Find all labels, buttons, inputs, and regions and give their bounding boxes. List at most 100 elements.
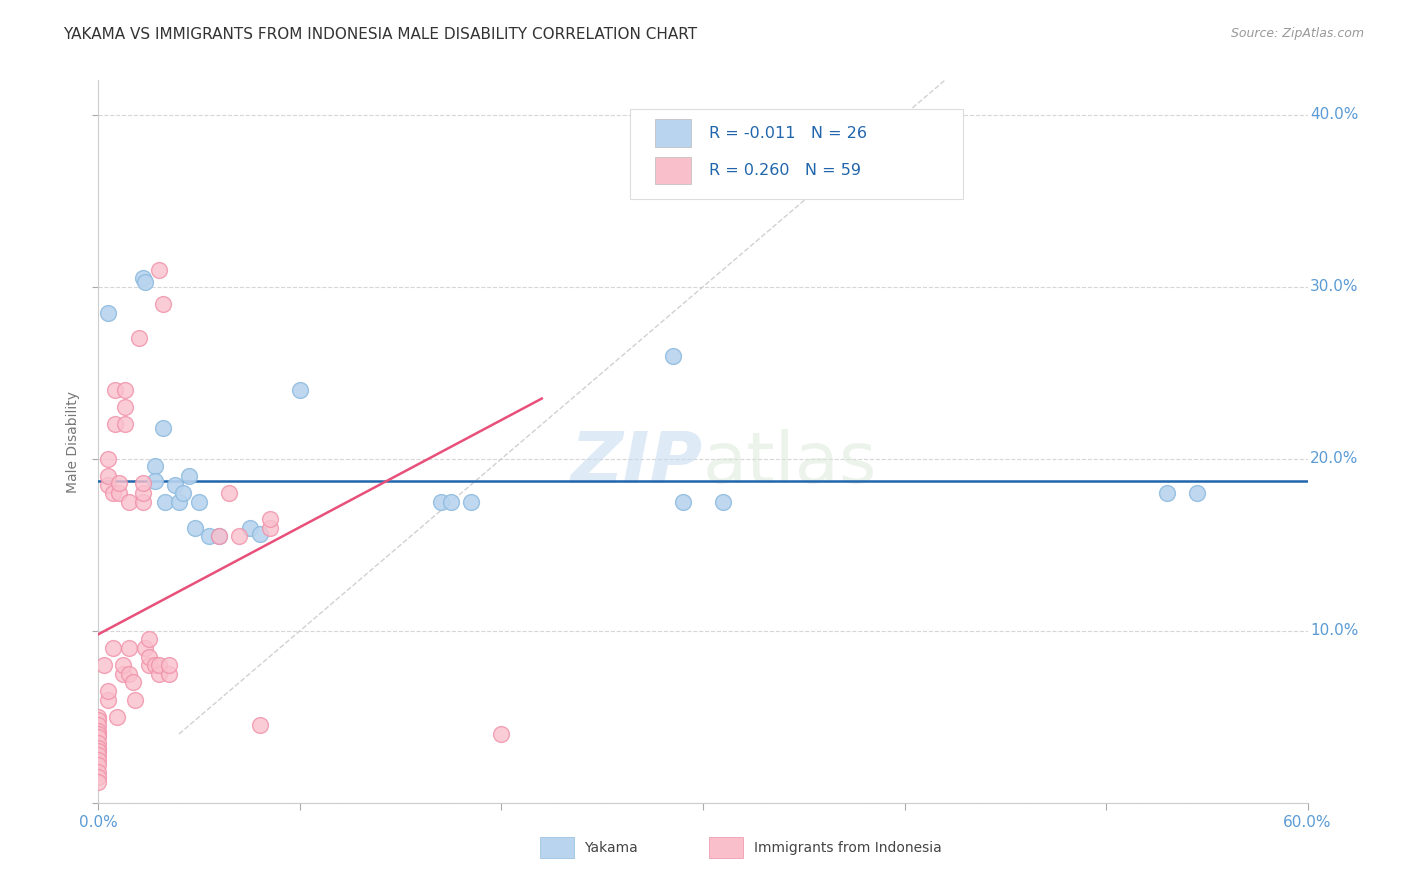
Text: 10.0%: 10.0% bbox=[1310, 624, 1358, 639]
Point bbox=[87, 718, 110, 732]
Point bbox=[101, 640, 124, 655]
Point bbox=[97, 305, 120, 319]
Text: Source: ZipAtlas.com: Source: ZipAtlas.com bbox=[1230, 27, 1364, 40]
Point bbox=[101, 486, 124, 500]
Point bbox=[672, 494, 695, 508]
Point bbox=[148, 658, 170, 673]
Text: ZIP: ZIP bbox=[571, 429, 703, 498]
Point bbox=[163, 477, 186, 491]
Point bbox=[208, 529, 231, 543]
Point bbox=[172, 486, 194, 500]
FancyBboxPatch shape bbox=[630, 109, 963, 200]
Text: 20.0%: 20.0% bbox=[1310, 451, 1358, 467]
FancyBboxPatch shape bbox=[709, 837, 742, 858]
Text: atlas: atlas bbox=[703, 429, 877, 498]
Point bbox=[97, 692, 120, 706]
Point bbox=[249, 718, 271, 732]
Point bbox=[124, 692, 146, 706]
Point bbox=[87, 735, 110, 749]
Text: YAKAMA VS IMMIGRANTS FROM INDONESIA MALE DISABILITY CORRELATION CHART: YAKAMA VS IMMIGRANTS FROM INDONESIA MALE… bbox=[63, 27, 697, 42]
Point bbox=[152, 297, 174, 311]
Point bbox=[132, 475, 155, 490]
Point bbox=[87, 764, 110, 779]
Point bbox=[118, 494, 141, 508]
Point bbox=[148, 666, 170, 681]
Point bbox=[430, 494, 453, 508]
Point bbox=[97, 469, 120, 483]
Point bbox=[167, 494, 190, 508]
Point bbox=[143, 658, 166, 673]
Point bbox=[93, 658, 115, 673]
Point bbox=[148, 262, 170, 277]
Point bbox=[97, 684, 120, 698]
FancyBboxPatch shape bbox=[655, 120, 690, 147]
Point bbox=[103, 417, 125, 432]
Point bbox=[661, 349, 683, 363]
Point bbox=[239, 520, 262, 534]
Point bbox=[711, 494, 734, 508]
Point bbox=[118, 666, 141, 681]
Point bbox=[114, 383, 136, 397]
Point bbox=[460, 494, 482, 508]
Point bbox=[208, 529, 231, 543]
Point bbox=[105, 710, 128, 724]
Point bbox=[87, 727, 110, 741]
Point bbox=[288, 383, 311, 397]
FancyBboxPatch shape bbox=[540, 837, 574, 858]
Point bbox=[114, 400, 136, 414]
FancyBboxPatch shape bbox=[655, 157, 690, 185]
Point bbox=[118, 640, 141, 655]
Point bbox=[157, 666, 180, 681]
Point bbox=[259, 512, 281, 526]
Point bbox=[114, 417, 136, 432]
Point bbox=[152, 421, 174, 435]
Point bbox=[128, 331, 150, 345]
Point bbox=[97, 477, 120, 491]
Point bbox=[132, 271, 155, 285]
Point bbox=[134, 640, 156, 655]
Point bbox=[97, 451, 120, 466]
Point bbox=[107, 475, 129, 490]
Y-axis label: Male Disability: Male Disability bbox=[66, 391, 80, 492]
Point bbox=[107, 486, 129, 500]
Point bbox=[198, 529, 221, 543]
Text: Yakama: Yakama bbox=[585, 840, 638, 855]
Text: R = -0.011   N = 26: R = -0.011 N = 26 bbox=[709, 126, 868, 141]
Text: 30.0%: 30.0% bbox=[1310, 279, 1358, 294]
Point bbox=[259, 520, 281, 534]
Point bbox=[440, 494, 463, 508]
Point bbox=[87, 710, 110, 724]
Point bbox=[153, 494, 176, 508]
Point bbox=[87, 731, 110, 745]
Point bbox=[121, 675, 143, 690]
Point bbox=[491, 727, 513, 741]
Point bbox=[138, 658, 160, 673]
Point bbox=[218, 486, 240, 500]
Point bbox=[103, 383, 125, 397]
Point bbox=[87, 770, 110, 784]
Point bbox=[138, 649, 160, 664]
Point bbox=[87, 723, 110, 738]
Point bbox=[1185, 486, 1208, 500]
Point bbox=[1156, 486, 1178, 500]
Point bbox=[228, 529, 250, 543]
Point bbox=[132, 486, 155, 500]
Point bbox=[179, 469, 201, 483]
Text: R = 0.260   N = 59: R = 0.260 N = 59 bbox=[709, 163, 860, 178]
Point bbox=[249, 527, 271, 541]
Point bbox=[132, 494, 155, 508]
Point bbox=[188, 494, 211, 508]
Point bbox=[111, 658, 134, 673]
Point bbox=[87, 744, 110, 758]
Point bbox=[184, 520, 207, 534]
Point bbox=[143, 474, 166, 488]
Text: Immigrants from Indonesia: Immigrants from Indonesia bbox=[754, 840, 942, 855]
Point bbox=[87, 775, 110, 789]
Point bbox=[143, 458, 166, 473]
Point bbox=[87, 758, 110, 772]
Point bbox=[111, 666, 134, 681]
Point bbox=[157, 658, 180, 673]
Point bbox=[87, 740, 110, 755]
Point bbox=[87, 753, 110, 767]
Point bbox=[138, 632, 160, 647]
